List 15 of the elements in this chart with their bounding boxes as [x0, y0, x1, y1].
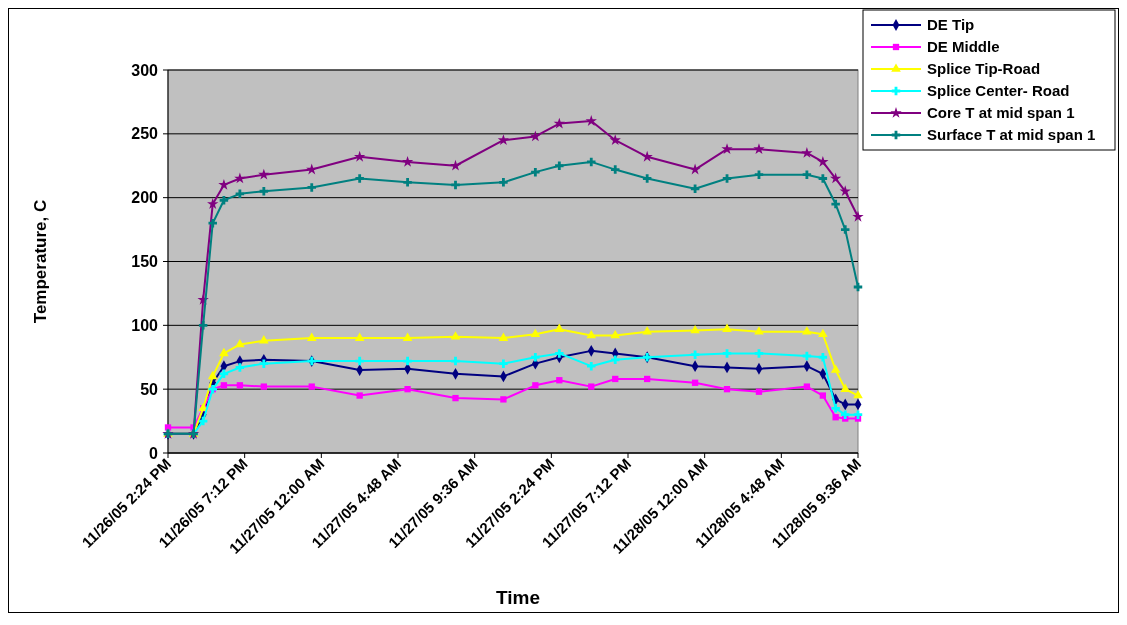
y-tick-label: 100	[131, 316, 159, 334]
y-tick-label: 300	[131, 61, 159, 79]
legend-label: Splice Tip-Road	[927, 60, 1041, 78]
legend-label: DE Tip	[927, 16, 975, 34]
x-axis-title: Time	[495, 587, 541, 608]
y-axis-title: Temperature, C	[31, 199, 50, 324]
y-tick-label: 0	[149, 444, 159, 462]
y-tick-label: 200	[131, 189, 159, 207]
y-tick-label: 150	[131, 253, 159, 271]
legend-label: Core T at mid span 1	[927, 104, 1075, 122]
legend-label: Splice Center- Road	[927, 82, 1070, 100]
y-tick-label: 250	[131, 125, 159, 143]
legend-label: DE Middle	[927, 38, 1000, 56]
y-tick-label: 50	[140, 380, 159, 398]
legend-label: Surface T at mid span 1	[927, 126, 1096, 144]
